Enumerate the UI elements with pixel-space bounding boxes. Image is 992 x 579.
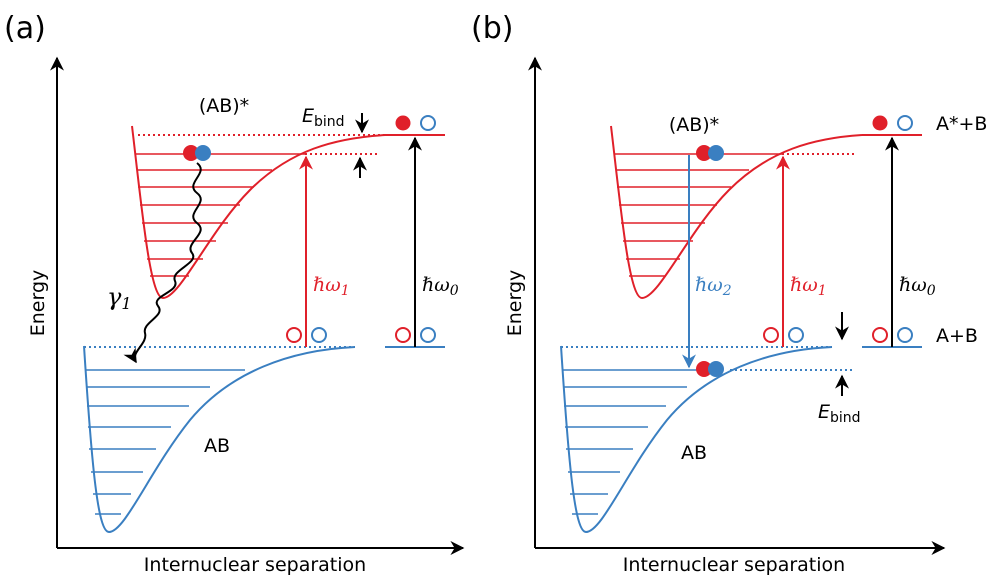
excited-state-label: (AB)* (669, 114, 719, 136)
ground-state-curve (83, 345, 356, 534)
free-atom-a-left (763, 327, 779, 343)
excited-atom-b (897, 115, 913, 131)
excited-atom-a (872, 115, 888, 131)
free-atom-b-left (311, 327, 327, 343)
panel-b: (b) Energy Internuclear separation AB (471, 11, 987, 576)
bound-atom-b-ground (708, 361, 724, 377)
excited-state-curve (131, 125, 386, 300)
asymptote-lower-label: A+B (936, 325, 978, 347)
ground-vibrational-levels (562, 369, 722, 515)
excited-vibrational-levels (136, 153, 305, 277)
panel-a: (a) Energy Internuclear separation AB (4, 11, 465, 576)
asymptote-upper-label: A*+B (936, 113, 987, 135)
energy-axis-label: Energy (504, 270, 526, 337)
free-atom-b-left (788, 327, 804, 343)
separation-axis-label: Internuclear separation (144, 554, 366, 576)
free-atom-a-left (286, 327, 302, 343)
free-atom-b-right (897, 327, 913, 343)
bound-atom-a-ground (696, 361, 712, 377)
ebind-label: Ebind (818, 401, 861, 426)
ground-state-label: AB (681, 442, 707, 464)
excited-state-curve (610, 125, 863, 300)
free-atom-a-right (872, 327, 888, 343)
ground-vibrational-levels (85, 369, 245, 515)
atom-a-filled (183, 145, 199, 161)
panel-b-tag: (b) (471, 11, 513, 46)
panel-a-tag: (a) (4, 11, 46, 46)
bound-atom-a-excited (696, 145, 712, 161)
omega1-label: ℏω1 (790, 274, 827, 299)
energy-axis-label: Energy (27, 270, 49, 337)
bound-atom-b-excited (708, 145, 724, 161)
gamma-label: γ1 (107, 283, 132, 313)
ground-state-curve (560, 345, 833, 534)
ebind-label: Ebind (302, 105, 345, 130)
ground-state-label: AB (204, 435, 230, 457)
omega1-label: ℏω1 (313, 274, 350, 299)
free-atom-a-right (395, 327, 411, 343)
excited-vibrational-levels (615, 153, 782, 277)
omega2-label: ℏω2 (695, 274, 732, 299)
excited-atom-a (395, 115, 411, 131)
omega0-label: ℏω0 (899, 274, 936, 299)
emission-wavy-arrow (123, 162, 202, 364)
separation-axis-label: Internuclear separation (623, 554, 845, 576)
atom-b-filled (195, 145, 211, 161)
omega0-label: ℏω0 (422, 274, 459, 299)
excited-atom-b (420, 115, 436, 131)
excited-state-label: (AB)* (199, 95, 249, 117)
free-atom-b-right (420, 327, 436, 343)
